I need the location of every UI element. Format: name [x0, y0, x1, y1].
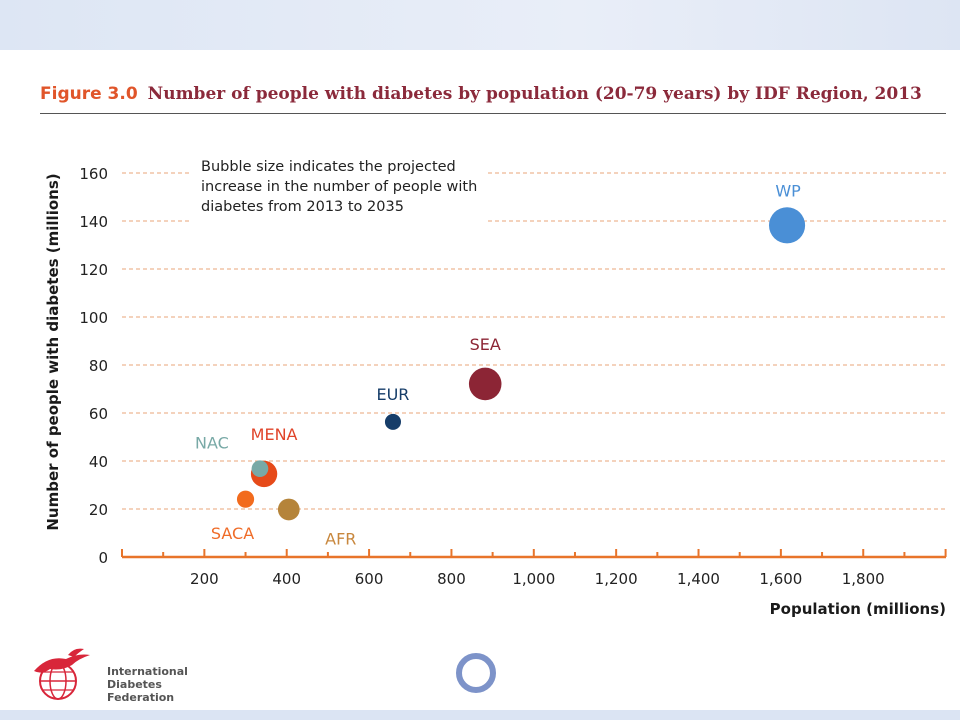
y-tick-label: 160 [79, 165, 108, 183]
bubble-label-mena: MENA [251, 425, 298, 444]
figure-title-text: Number of people with diabetes by popula… [147, 84, 922, 104]
bubble-label-nac: NAC [195, 434, 229, 453]
top-banner [0, 0, 960, 50]
x-tick-label: 1,600 [759, 570, 802, 588]
bottom-banner [0, 710, 960, 720]
logo-line: Diabetes [107, 678, 162, 691]
bubble-label-eur: EUR [376, 385, 409, 404]
figure-title: Figure 3.0 Number of people with diabetes… [40, 84, 922, 104]
bubble-saca [236, 490, 255, 508]
y-tick-label: 40 [89, 453, 108, 471]
bubble-eur [384, 413, 401, 430]
bubble-size-note: Bubble size indicates the projected incr… [201, 159, 478, 215]
y-tick-label: 140 [79, 213, 108, 231]
x-tick-label: 800 [437, 570, 466, 588]
logo-line: Federation [107, 691, 175, 704]
ring-icon [456, 653, 496, 693]
logo-text: International Diabetes Federation [107, 665, 188, 704]
bubble-label-afr: AFR [325, 529, 356, 548]
x-tick-label: 200 [190, 570, 219, 588]
x-tick-label: 1,400 [677, 570, 720, 588]
bubble-label-sea: SEA [470, 335, 501, 354]
y-tick-label: 120 [79, 261, 108, 279]
y-tick-label: 100 [79, 309, 108, 327]
y-tick-label: 0 [98, 549, 108, 567]
hummingbird-globe-icon [34, 648, 90, 700]
bubble-nac [251, 460, 269, 478]
x-tick-label: 600 [355, 570, 384, 588]
bubble-wp [769, 207, 806, 244]
logo-line: International [107, 665, 188, 678]
y-tick-label: 80 [89, 357, 108, 375]
y-tick-label: 20 [89, 501, 108, 519]
bubble-afr [277, 498, 300, 521]
bubble-label-wp: WP [775, 181, 801, 200]
bubble-sea [468, 367, 502, 401]
x-axis-title: Population (millions) [769, 600, 946, 618]
y-axis-title: Number of people with diabetes (millions… [44, 173, 62, 531]
title-divider [40, 113, 946, 114]
figure-label: Figure 3.0 [40, 84, 138, 104]
x-tick-label: 1,800 [842, 570, 885, 588]
bubble-label-saca: SACA [211, 524, 254, 543]
x-tick-label: 400 [272, 570, 301, 588]
x-tick-label: 1,200 [595, 570, 638, 588]
y-tick-label: 60 [89, 405, 108, 423]
x-tick-label: 1,000 [512, 570, 555, 588]
